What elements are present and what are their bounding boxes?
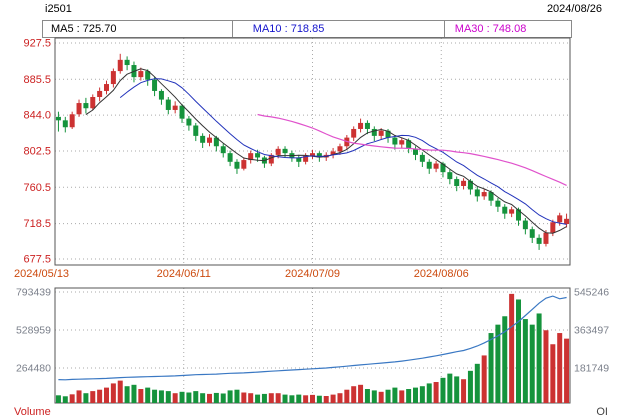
oi-axis-title: OI xyxy=(596,406,608,418)
open-interest-line xyxy=(58,295,567,381)
svg-text:181749: 181749 xyxy=(574,363,609,375)
ma10-legend-box: MA10 : 718.85 xyxy=(232,20,445,38)
svg-text:677.5: 677.5 xyxy=(23,254,51,266)
svg-text:545246: 545246 xyxy=(574,287,609,299)
svg-text:2024/06/11: 2024/06/11 xyxy=(157,268,211,280)
date-axis-labels: 2024/05/13 2024/06/11 2024/07/09 2024/08/06 xyxy=(14,268,469,280)
contract-symbol: i2501 xyxy=(45,3,72,15)
volume-bars xyxy=(55,293,570,403)
svg-text:927.5: 927.5 xyxy=(23,38,51,50)
svg-text:718.5: 718.5 xyxy=(23,218,51,230)
svg-text:760.5: 760.5 xyxy=(23,182,51,194)
svg-text:528959: 528959 xyxy=(16,325,51,337)
svg-text:264480: 264480 xyxy=(16,363,51,375)
candlestick-panel: 927.5 885.5 844.0 802.5 760.5 718.5 677.5 2024… xyxy=(14,37,571,280)
ma30-label: MA30 : 748.08 xyxy=(454,23,527,35)
svg-text:2024/08/06: 2024/08/06 xyxy=(414,268,469,280)
volume-axis-labels: 793439 545246 528959 363497 264480 181749 xyxy=(16,287,609,375)
volume-axis-title: Volume xyxy=(14,406,51,418)
main-gridlines xyxy=(54,37,571,266)
candlestick-series xyxy=(55,53,570,250)
svg-text:802.5: 802.5 xyxy=(23,146,51,158)
ma-legend: MA5 : 725.70 MA10 : 718.85 MA30 : 748.08 xyxy=(42,20,572,38)
volume-panel: 793439 545246 528959 363497 264480 181749 xyxy=(16,287,609,404)
current-date: 2024/08/26 xyxy=(546,3,602,15)
ma5-label: MA5 : 725.70 xyxy=(51,23,117,35)
svg-text:2024/05/13: 2024/05/13 xyxy=(14,268,69,280)
moving-average-lines xyxy=(85,68,567,234)
svg-text:793439: 793439 xyxy=(16,287,51,299)
ma10-label: MA10 : 718.85 xyxy=(252,23,325,35)
header-bar: i2501 2024/08/26 xyxy=(0,0,620,18)
price-axis-labels: 927.5 885.5 844.0 802.5 760.5 718.5 677.5 xyxy=(23,38,51,266)
svg-text:885.5: 885.5 xyxy=(23,74,51,86)
svg-text:2024/07/09: 2024/07/09 xyxy=(285,268,340,280)
svg-text:844.0: 844.0 xyxy=(23,110,51,122)
svg-text:363497: 363497 xyxy=(574,325,609,337)
